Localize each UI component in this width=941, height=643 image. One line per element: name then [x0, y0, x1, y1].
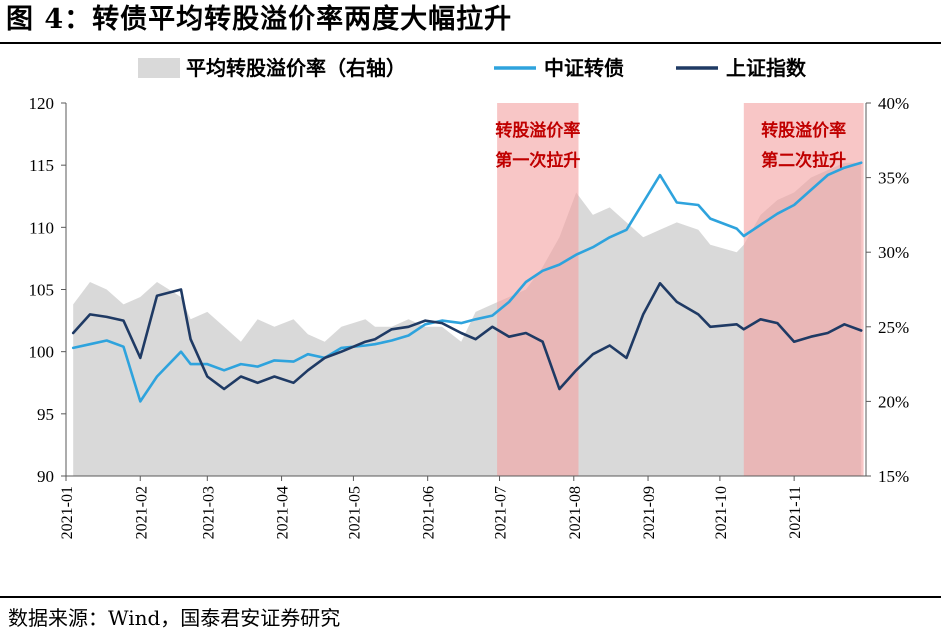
y-right-tick-label: 25%	[878, 318, 909, 337]
x-tick-label: 2021-08	[567, 486, 584, 539]
highlight-band-1	[497, 103, 579, 476]
y-left-tick-label: 110	[29, 218, 54, 237]
band-2-label-line2: 第二次拉升	[761, 150, 846, 171]
y-left-tick-label: 100	[29, 343, 55, 362]
x-tick-label: 2021-03	[200, 486, 217, 539]
title-divider	[0, 42, 941, 44]
x-tick-label: 2021-09	[641, 486, 658, 539]
x-tick-label: 2021-06	[421, 486, 438, 539]
y-left-tick-label: 95	[37, 405, 54, 424]
band-1-label-line2: 第一次拉升	[495, 150, 580, 171]
legend-label-premium-rate: 平均转股溢价率（右轴）	[186, 56, 406, 80]
source-divider	[0, 596, 941, 598]
y-left-tick-label: 120	[29, 94, 55, 113]
y-left-tick-label: 105	[29, 281, 55, 300]
y-right-tick-label: 20%	[878, 392, 909, 411]
legend-label-convertible-index: 中证转债	[544, 56, 624, 80]
x-tick-label: 2021-11	[787, 486, 804, 539]
x-tick-label: 2021-01	[59, 486, 76, 539]
source-note: 数据来源：Wind，国泰君安证券研究	[8, 606, 341, 630]
band-2-label-line1: 转股溢价率	[761, 120, 846, 141]
convertible-index-line	[71, 161, 863, 403]
y-right-tick-label: 35%	[878, 169, 909, 188]
x-tick-label: 2021-04	[275, 486, 292, 539]
premium-area-layer	[73, 162, 862, 476]
y-left-tick-label: 115	[29, 156, 54, 175]
legend: 平均转股溢价率（右轴） 中证转债 上证指数	[138, 56, 807, 80]
y-right-tick-label: 15%	[878, 467, 909, 486]
band-1-label-line1: 转股溢价率	[495, 120, 580, 141]
x-tick-label: 2021-02	[133, 486, 150, 539]
series-line-layer	[71, 161, 863, 403]
y-right-tick-label: 40%	[878, 94, 909, 113]
y-left-tick-label: 90	[37, 467, 54, 486]
axes-layer: 90 95 100 105 110 115 120 15% 20% 25% 30% 35% 40% 202…	[29, 94, 910, 539]
x-tick-label: 2021-07	[493, 486, 510, 539]
x-tick-label: 2021-10	[713, 486, 730, 539]
premium-rate-area	[73, 162, 862, 476]
figure-title: 图 4：转债平均转股溢价率两度大幅拉升	[6, 4, 513, 35]
highlight-band-2	[743, 103, 864, 476]
shanghai-index-line	[71, 282, 863, 391]
x-tick-label: 2021-05	[346, 486, 363, 539]
legend-label-shanghai-index: 上证指数	[726, 56, 807, 80]
legend-swatch-premium-rate	[138, 58, 180, 78]
y-right-tick-label: 30%	[878, 243, 909, 262]
